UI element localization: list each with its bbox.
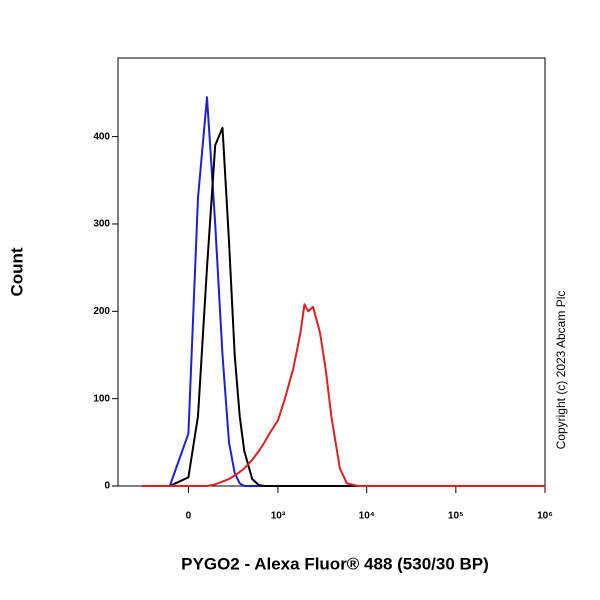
x-tick-label: 0 <box>186 511 192 522</box>
histogram-line <box>142 126 545 487</box>
x-tick-label: 10⁵ <box>448 511 464 522</box>
copyright: Copyright (c) 2023 Abcam Plc <box>554 291 568 450</box>
y-tick-label: 300 <box>93 219 110 230</box>
y-axis-label: Count <box>7 247 26 296</box>
histogram-line <box>142 96 545 487</box>
x-tick-label: 10³ <box>271 511 286 522</box>
y-tick-label: 400 <box>93 131 110 142</box>
x-tick-label: 10⁴ <box>359 511 375 522</box>
y-tick-label: 100 <box>93 393 110 404</box>
x-tick-label: 10⁶ <box>537 511 553 522</box>
y-tick-label: 0 <box>104 481 110 492</box>
y-tick-label: 200 <box>93 306 110 317</box>
x-axis-label: PYGO2 - Alexa Fluor® 488 (530/30 BP) <box>181 554 489 573</box>
histogram-line <box>142 303 545 487</box>
